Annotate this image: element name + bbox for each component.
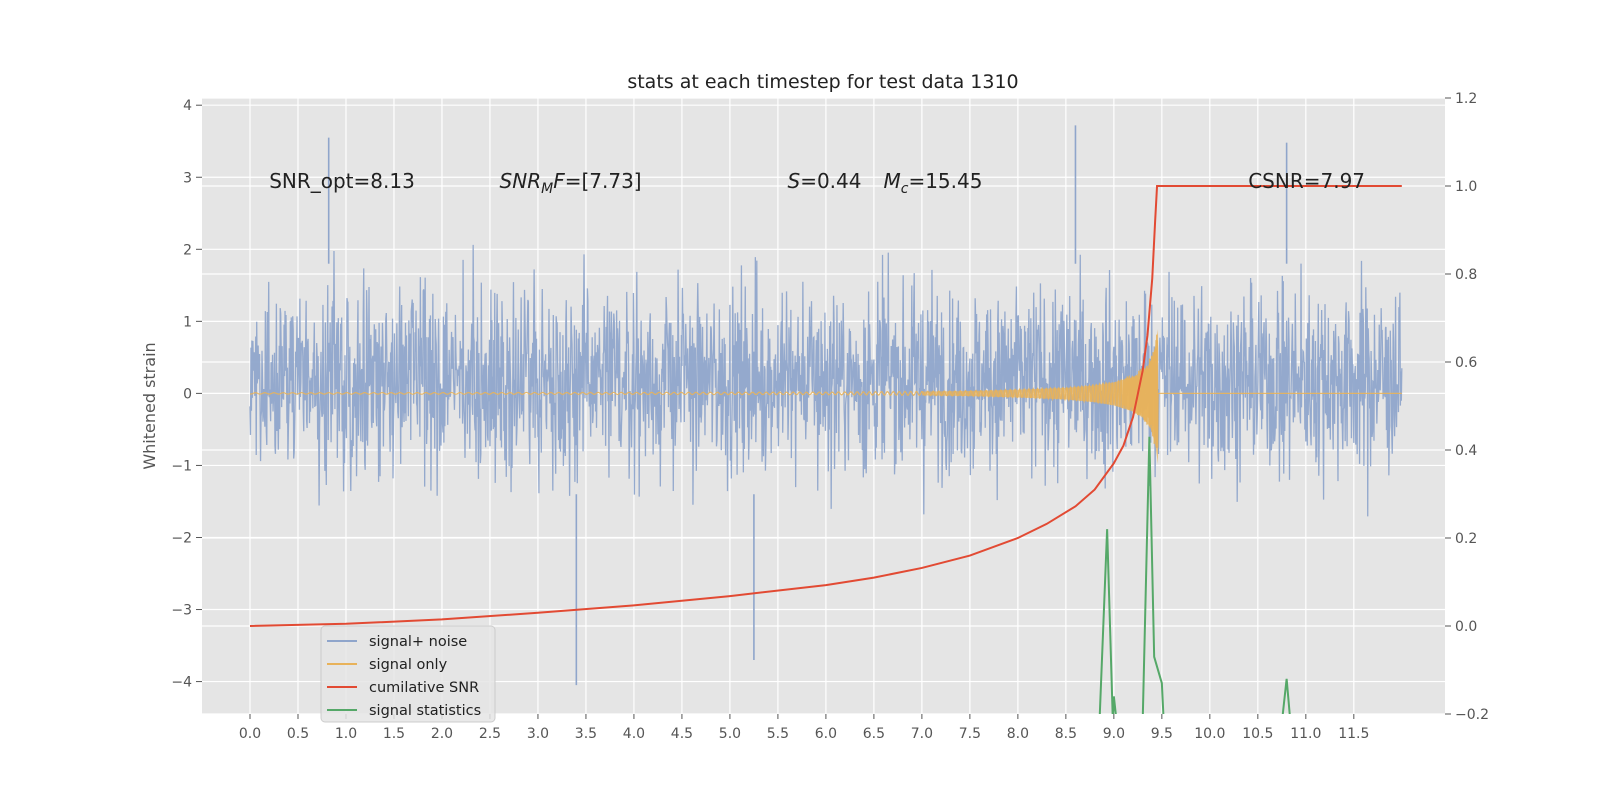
x-tick-label: 5.0 <box>719 726 741 742</box>
y2-tick-label: 0.4 <box>1455 443 1477 459</box>
annotations: SNR_opt=8.13 SNRMF=[7.73] S=0.44 Mc=15.45 CS… <box>269 169 1365 197</box>
y2-tick-label: 0.2 <box>1455 531 1477 547</box>
signal-envelope <box>921 329 1159 465</box>
y2-tick-label: 1.2 <box>1455 91 1477 107</box>
y2-tick-label: 0.8 <box>1455 267 1477 283</box>
x-tick-label: 9.5 <box>1151 726 1173 742</box>
y-tick-label: 4 <box>183 98 192 114</box>
y2-tick-label: 1.0 <box>1455 179 1477 195</box>
x-tick-label: 7.0 <box>911 726 933 742</box>
x-tick-label: 4.5 <box>671 726 693 742</box>
y-tick-label: 0 <box>183 386 192 402</box>
y-tick-label: −2 <box>171 530 192 546</box>
series-layer <box>249 125 1403 714</box>
y2-tick-label: −0.2 <box>1455 707 1489 723</box>
x-tick-label: 1.5 <box>383 726 405 742</box>
series-signal-statistics <box>1098 436 1291 714</box>
legend-label: signal+ noise <box>369 634 467 650</box>
x-tick-label: 4.0 <box>623 726 645 742</box>
x-tick-label: 2.0 <box>431 726 453 742</box>
y-tick-label: 2 <box>183 242 192 258</box>
x-tick-label: 6.5 <box>863 726 885 742</box>
x-tick-label: 6.0 <box>815 726 837 742</box>
x-tick-label: 3.5 <box>575 726 597 742</box>
x-tick-label: 7.5 <box>959 726 981 742</box>
x-tick-label: 10.5 <box>1242 726 1273 742</box>
legend-label: cumilative SNR <box>369 680 479 696</box>
axes: 0.0 0.5 1.0 1.5 2.0 2.5 3.0 3.5 4.0 4.5 5.0 5.5 6.0 6… <box>171 91 1489 742</box>
y2-tick-label: 0.6 <box>1455 355 1477 371</box>
y-tick-label: −3 <box>171 603 192 619</box>
x-tick-label: 3.0 <box>527 726 549 742</box>
legend-label: signal only <box>369 657 448 673</box>
x-tick-label: 0.5 <box>287 726 309 742</box>
y-tick-label: 3 <box>183 170 192 186</box>
legend-label: signal statistics <box>369 703 481 719</box>
x-tick-label: 1.0 <box>335 726 357 742</box>
x-tick-label: 0.0 <box>239 726 261 742</box>
series-signal-noise <box>249 244 1403 517</box>
y-tick-label: 1 <box>183 314 192 330</box>
annotation-0: SNR_opt=8.13 <box>269 169 415 193</box>
y-tick-label: −4 <box>171 675 192 691</box>
annotation-1: SNRMF=[7.73] <box>500 169 642 197</box>
x-tick-label: 10.0 <box>1194 726 1225 742</box>
annotation-2: S=0.44 <box>788 169 862 193</box>
x-tick-label: 5.5 <box>767 726 789 742</box>
x-tick-label: 9.0 <box>1103 726 1125 742</box>
x-tick-label: 8.5 <box>1055 726 1077 742</box>
y-tick-label: −1 <box>171 458 192 474</box>
chart-title: stats at each timestep for test data 131… <box>627 71 1018 93</box>
x-tick-label: 8.0 <box>1007 726 1029 742</box>
x-tick-label: 11.0 <box>1290 726 1321 742</box>
annotation-3: Mc=15.45 <box>883 169 982 197</box>
x-tick-label: 2.5 <box>479 726 501 742</box>
legend-box <box>320 625 496 723</box>
series-cumulative-snr <box>249 185 1402 627</box>
y-axis-label: Whitened strain <box>140 342 159 469</box>
annotation-4: CSNR=7.97 <box>1248 169 1365 193</box>
series-signal-only <box>249 334 1402 448</box>
x-tick-label: 11.5 <box>1338 726 1369 742</box>
y2-tick-label: 0.0 <box>1455 619 1477 635</box>
legend: signal+ noise signal only cumilative SNR si… <box>320 625 496 723</box>
